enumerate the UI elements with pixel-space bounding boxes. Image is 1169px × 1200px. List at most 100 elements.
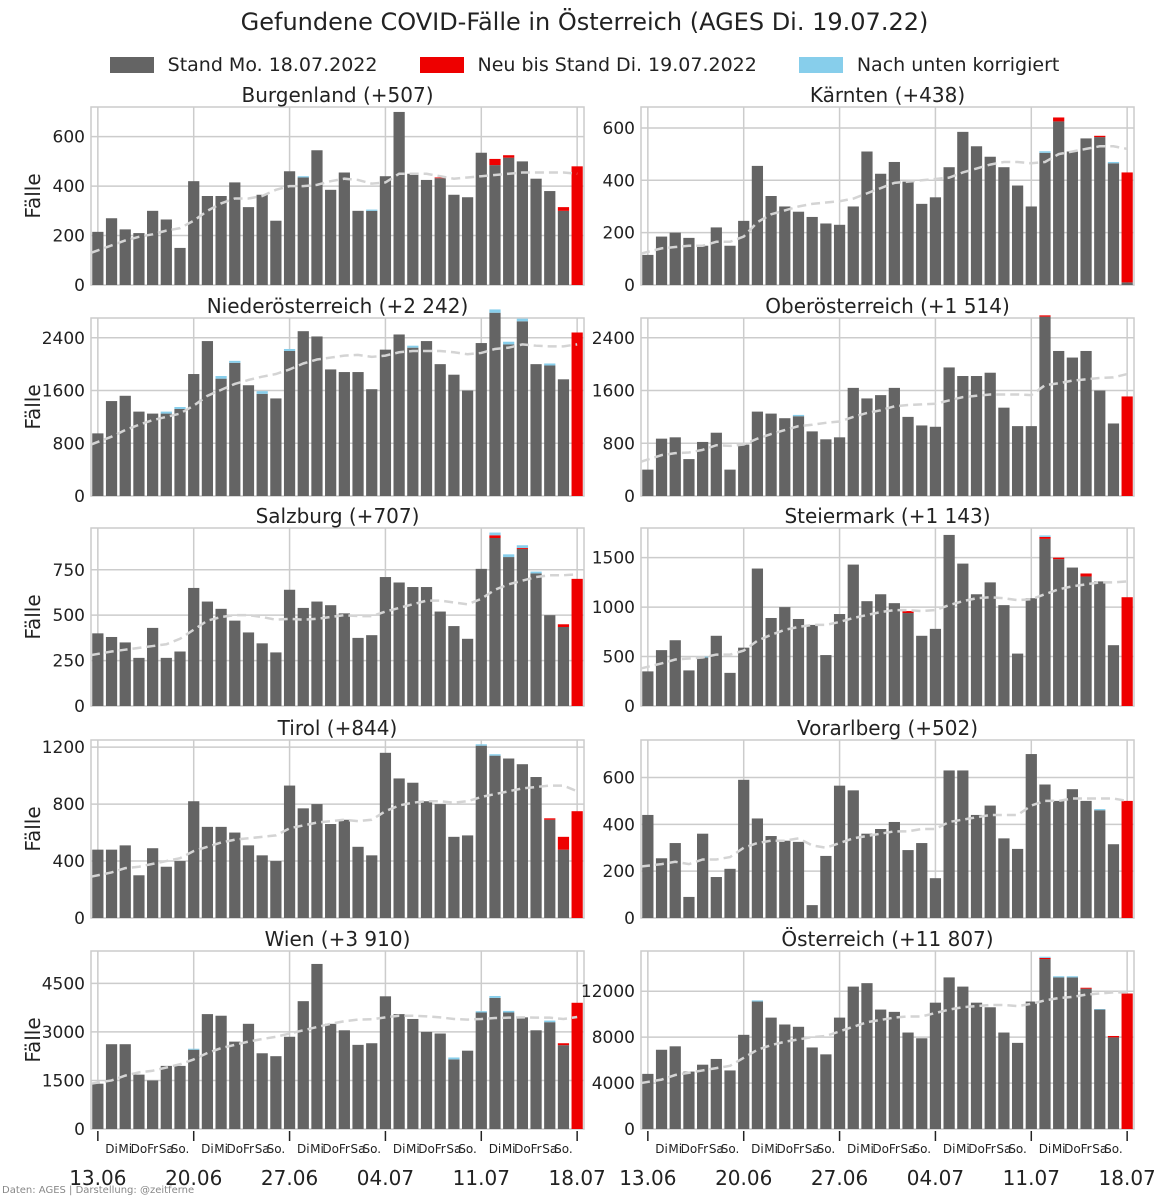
x-weekday-label: Do (322, 1142, 339, 1156)
bar-stand (352, 210, 364, 285)
bar-stand (393, 111, 405, 285)
x-tick-label: 20.06 (715, 1166, 772, 1190)
bar-stand (516, 548, 528, 706)
bar-stand (160, 413, 172, 496)
bar-stand (1025, 1001, 1037, 1129)
y-tick-label: 0 (74, 276, 85, 296)
bar-stand (557, 849, 570, 918)
bar-stand (201, 196, 214, 285)
bar-corrected (1107, 161, 1120, 164)
x-weekday-label: Sa (709, 1142, 724, 1156)
x-weekday-label: Fr (1081, 1142, 1092, 1156)
bar-stand (984, 805, 996, 918)
average-line (90, 1014, 578, 1085)
bar-stand (738, 1034, 750, 1129)
bar-stand (697, 657, 709, 706)
bar-stand (119, 395, 131, 496)
bar-stand (461, 835, 474, 918)
bar-stand (516, 1017, 528, 1129)
bar-stand (970, 376, 983, 496)
bar-stand (338, 613, 350, 706)
bar-stand (489, 537, 501, 706)
bar-corrected (503, 554, 515, 558)
bar-stand (325, 1023, 337, 1129)
bar-stand (1094, 581, 1106, 706)
bar-stand (888, 603, 900, 706)
bar-corrected (256, 391, 268, 394)
bar-new (557, 624, 570, 627)
bar-stand (557, 379, 570, 496)
x-tick-label: 27.06 (261, 1166, 318, 1190)
bar-stand (366, 1043, 378, 1129)
bar-new (557, 207, 570, 211)
bar-stand (779, 206, 791, 285)
bar-stand (229, 182, 241, 285)
bar-stand (215, 1015, 227, 1129)
bar-stand (242, 845, 255, 918)
bar-stand (434, 178, 446, 285)
average-line (90, 343, 578, 446)
bar-stand (820, 855, 832, 918)
bar-stand (875, 395, 887, 496)
bar-stand (325, 369, 337, 496)
average-line (640, 372, 1128, 463)
bar-stand (174, 651, 186, 706)
x-weekday-label: Mi (310, 1142, 324, 1156)
bar-stand (943, 367, 955, 496)
bar-stand (352, 1044, 364, 1129)
bar-stand (943, 167, 955, 285)
bar-stand (1107, 1037, 1120, 1129)
bar-stand (751, 165, 764, 285)
bar-stand (970, 814, 983, 918)
bar-corrected (475, 1011, 487, 1013)
bar-stand (283, 785, 296, 918)
x-weekday-label: Fr (889, 1142, 900, 1156)
bar-new (489, 535, 501, 538)
subplot-title: Österreich (+11 807) (781, 927, 993, 951)
y-tick-label: 0 (74, 909, 85, 929)
bar-stand (557, 626, 570, 706)
bar-stand (655, 1049, 668, 1129)
bar-stand (847, 206, 859, 285)
y-tick-label: 200 (603, 224, 635, 244)
y-tick-label: 750 (53, 561, 85, 581)
y-tick-label: 0 (624, 487, 635, 507)
bar-stand (1025, 206, 1037, 285)
x-tick-label: 18.07 (549, 1166, 606, 1190)
bar-stand (970, 594, 983, 706)
bar-stand (902, 1032, 914, 1129)
bar-stand (516, 161, 528, 285)
x-weekday-label: Do (514, 1142, 531, 1156)
x-weekday-label: So. (1104, 1142, 1123, 1156)
bar-stand (655, 236, 668, 285)
bar-stand (683, 896, 695, 918)
bar-stand (751, 818, 764, 918)
bar-stand (434, 364, 446, 496)
plot-area (640, 106, 1135, 286)
bar-stand (806, 1047, 818, 1129)
bar-stand (420, 587, 433, 706)
bar-stand (188, 181, 200, 285)
bar-new (1121, 597, 1133, 706)
bar-stand (710, 635, 722, 706)
bar-stand (215, 826, 227, 918)
bar-stand (461, 1050, 474, 1129)
bar-stand (1053, 350, 1065, 496)
bar-stand (833, 1017, 846, 1129)
bar-stand (1066, 151, 1078, 285)
bar-stand (448, 374, 460, 496)
bar-stand (352, 637, 364, 706)
bar-stand (311, 963, 323, 1129)
bar-stand (888, 161, 900, 285)
bar-new (1080, 573, 1092, 577)
bar-stand (119, 642, 131, 706)
bar-stand (655, 438, 668, 496)
bar-stand (1039, 959, 1051, 1129)
bar-stand (338, 372, 350, 496)
bar-stand (642, 469, 654, 496)
bar-stand (697, 441, 709, 496)
bar-stand (297, 607, 309, 706)
y-axis-label: Fälle (21, 806, 45, 851)
y-tick-label: 400 (53, 852, 85, 872)
x-weekday-label: Do (418, 1142, 435, 1156)
